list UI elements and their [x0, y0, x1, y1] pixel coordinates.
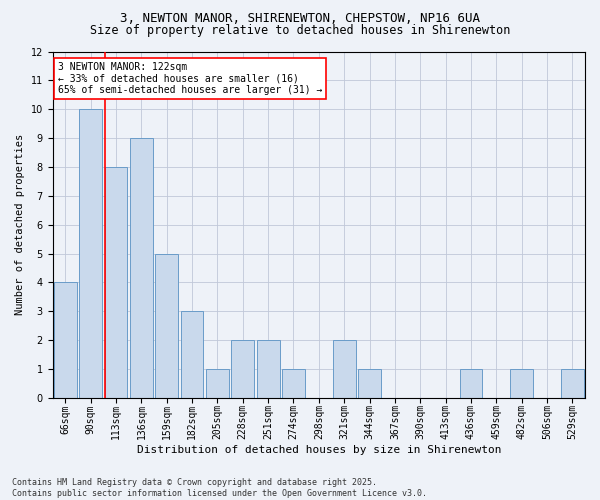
- Text: 3 NEWTON MANOR: 122sqm
← 33% of detached houses are smaller (16)
65% of semi-det: 3 NEWTON MANOR: 122sqm ← 33% of detached…: [58, 62, 322, 95]
- Bar: [333, 340, 356, 398]
- Y-axis label: Number of detached properties: Number of detached properties: [15, 134, 25, 316]
- Bar: [79, 109, 102, 398]
- Bar: [130, 138, 153, 398]
- Bar: [206, 369, 229, 398]
- Text: 3, NEWTON MANOR, SHIRENEWTON, CHEPSTOW, NP16 6UA: 3, NEWTON MANOR, SHIRENEWTON, CHEPSTOW, …: [120, 12, 480, 26]
- X-axis label: Distribution of detached houses by size in Shirenewton: Distribution of detached houses by size …: [137, 445, 501, 455]
- Bar: [561, 369, 584, 398]
- Bar: [155, 254, 178, 398]
- Bar: [282, 369, 305, 398]
- Bar: [460, 369, 482, 398]
- Text: Contains HM Land Registry data © Crown copyright and database right 2025.
Contai: Contains HM Land Registry data © Crown c…: [12, 478, 427, 498]
- Bar: [54, 282, 77, 398]
- Bar: [257, 340, 280, 398]
- Bar: [232, 340, 254, 398]
- Bar: [181, 312, 203, 398]
- Bar: [510, 369, 533, 398]
- Bar: [358, 369, 381, 398]
- Text: Size of property relative to detached houses in Shirenewton: Size of property relative to detached ho…: [90, 24, 510, 37]
- Bar: [104, 167, 127, 398]
